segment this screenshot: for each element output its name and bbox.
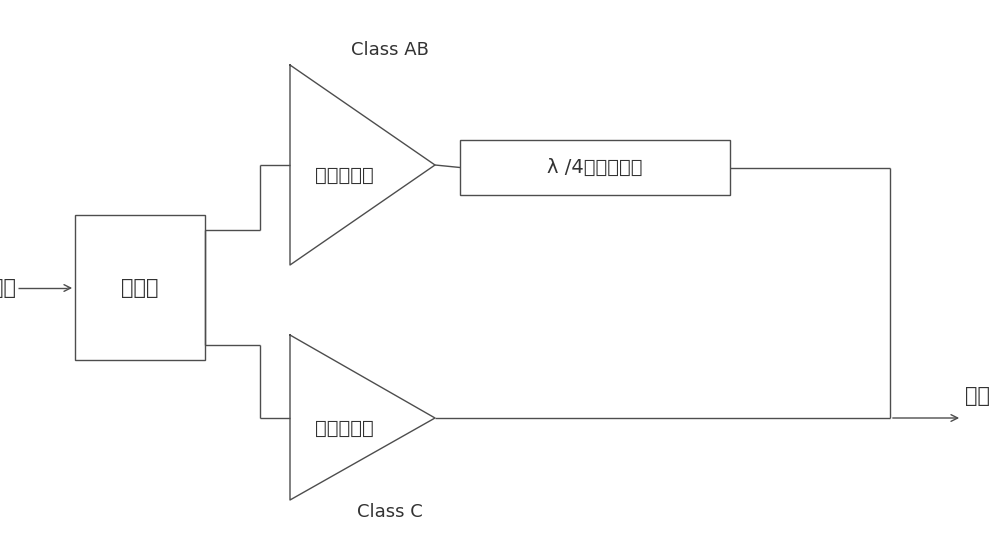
Text: 载波放大器: 载波放大器 — [315, 166, 374, 185]
Text: 功分器: 功分器 — [121, 277, 159, 298]
Text: Class C: Class C — [357, 503, 423, 521]
Text: 输入: 输入 — [0, 278, 16, 298]
Text: Class AB: Class AB — [351, 41, 429, 59]
Text: 峰值放大器: 峰值放大器 — [315, 419, 374, 438]
Bar — [460, 140, 730, 195]
Bar — [75, 215, 205, 360]
Text: λ /4阵抗变换线: λ /4阵抗变换线 — [547, 158, 643, 177]
Text: 输出: 输出 — [965, 386, 990, 406]
